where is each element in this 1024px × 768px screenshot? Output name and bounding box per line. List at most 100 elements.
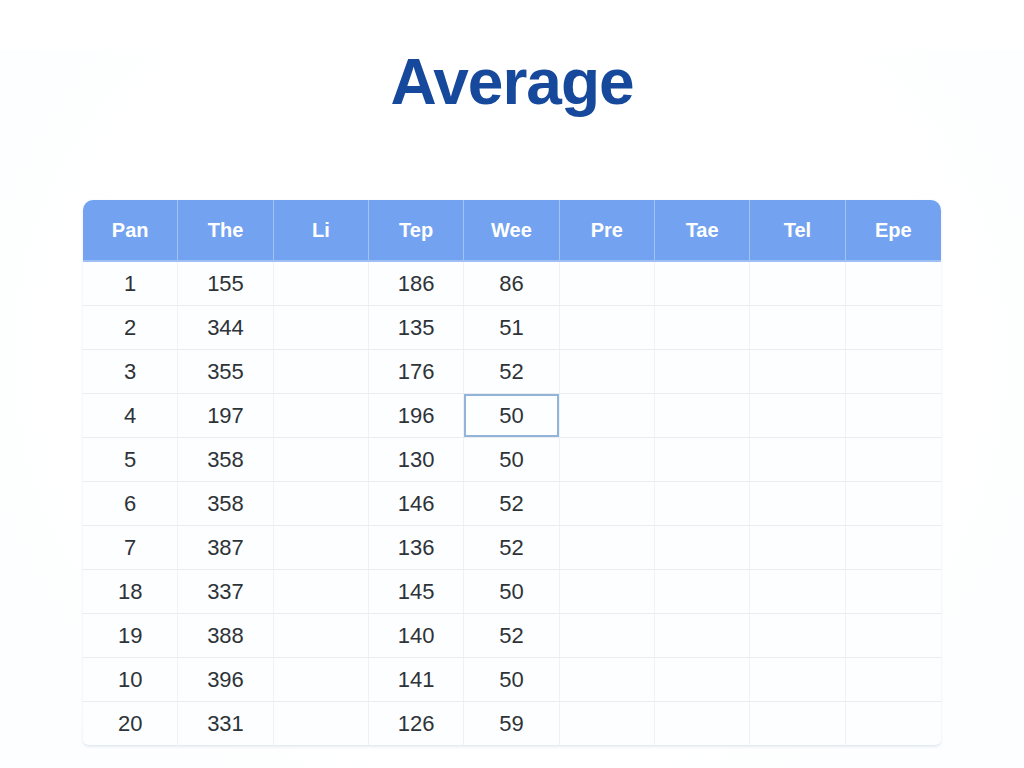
table-cell[interactable] — [846, 306, 941, 350]
table-cell[interactable]: 5 — [83, 438, 178, 482]
table-cell[interactable] — [846, 438, 941, 482]
table-cell[interactable]: 86 — [464, 262, 559, 306]
table-cell[interactable] — [750, 262, 845, 306]
table-cell[interactable]: 155 — [178, 262, 273, 306]
table-cell[interactable] — [560, 394, 655, 438]
table-cell[interactable] — [560, 702, 655, 746]
column-header-epe[interactable]: Epe — [846, 200, 941, 262]
table-cell[interactable] — [750, 482, 845, 526]
table-cell[interactable]: 52 — [464, 526, 559, 570]
table-cell[interactable] — [560, 306, 655, 350]
table-cell[interactable]: 176 — [369, 350, 464, 394]
table-cell[interactable]: 388 — [178, 614, 273, 658]
table-cell[interactable] — [750, 438, 845, 482]
table-cell[interactable] — [655, 394, 750, 438]
table-cell[interactable]: 135 — [369, 306, 464, 350]
table-cell[interactable] — [655, 438, 750, 482]
table-cell[interactable] — [274, 570, 369, 614]
table-cell[interactable]: 52 — [464, 350, 559, 394]
column-header-pre[interactable]: Pre — [560, 200, 655, 262]
table-cell[interactable] — [846, 482, 941, 526]
table-cell[interactable] — [274, 306, 369, 350]
table-cell[interactable] — [274, 614, 369, 658]
table-cell[interactable] — [846, 570, 941, 614]
table-cell[interactable] — [560, 570, 655, 614]
table-cell[interactable] — [846, 262, 941, 306]
table-cell[interactable]: 344 — [178, 306, 273, 350]
table-cell[interactable]: 20 — [83, 702, 178, 746]
table-cell[interactable]: 51 — [464, 306, 559, 350]
table-cell[interactable] — [846, 658, 941, 702]
table-cell[interactable] — [274, 262, 369, 306]
table-cell[interactable] — [655, 262, 750, 306]
table-cell[interactable] — [274, 394, 369, 438]
table-cell[interactable] — [560, 350, 655, 394]
table-cell[interactable]: 358 — [178, 482, 273, 526]
table-cell[interactable] — [750, 306, 845, 350]
table-cell[interactable] — [846, 350, 941, 394]
table-cell[interactable] — [750, 570, 845, 614]
table-cell[interactable]: 52 — [464, 482, 559, 526]
table-cell[interactable]: 145 — [369, 570, 464, 614]
table-cell[interactable]: 4 — [83, 394, 178, 438]
table-cell[interactable] — [560, 262, 655, 306]
table-cell[interactable]: 387 — [178, 526, 273, 570]
table-cell[interactable]: 50 — [464, 570, 559, 614]
table-cell[interactable]: 6 — [83, 482, 178, 526]
table-cell[interactable] — [655, 526, 750, 570]
table-cell[interactable] — [655, 482, 750, 526]
column-header-wee[interactable]: Wee — [464, 200, 559, 262]
table-cell[interactable]: 52 — [464, 614, 559, 658]
table-cell[interactable] — [655, 702, 750, 746]
table-cell[interactable] — [846, 394, 941, 438]
table-cell[interactable]: 331 — [178, 702, 273, 746]
table-cell[interactable] — [274, 658, 369, 702]
table-cell[interactable]: 141 — [369, 658, 464, 702]
table-cell[interactable] — [750, 658, 845, 702]
table-cell[interactable] — [560, 526, 655, 570]
table-cell[interactable]: 10 — [83, 658, 178, 702]
table-cell[interactable]: 196 — [369, 394, 464, 438]
table-cell[interactable]: 19 — [83, 614, 178, 658]
table-cell[interactable]: 50 — [464, 658, 559, 702]
table-cell[interactable]: 50 — [464, 438, 559, 482]
table-cell[interactable]: 197 — [178, 394, 273, 438]
table-cell[interactable]: 396 — [178, 658, 273, 702]
table-cell[interactable] — [560, 438, 655, 482]
table-cell[interactable]: 130 — [369, 438, 464, 482]
column-header-pan[interactable]: Pan — [83, 200, 178, 262]
column-header-tep[interactable]: Tep — [369, 200, 464, 262]
table-cell[interactable] — [750, 526, 845, 570]
table-cell[interactable]: 18 — [83, 570, 178, 614]
table-cell[interactable]: 358 — [178, 438, 273, 482]
table-cell[interactable] — [274, 350, 369, 394]
table-cell[interactable] — [274, 438, 369, 482]
table-cell[interactable] — [560, 482, 655, 526]
table-cell[interactable] — [274, 526, 369, 570]
table-cell[interactable] — [750, 394, 845, 438]
table-cell[interactable]: 3 — [83, 350, 178, 394]
table-cell[interactable] — [655, 570, 750, 614]
table-cell[interactable] — [560, 658, 655, 702]
table-cell[interactable] — [655, 306, 750, 350]
table-cell[interactable]: 136 — [369, 526, 464, 570]
table-cell[interactable]: 7 — [83, 526, 178, 570]
selected-cell[interactable]: 50 — [464, 394, 559, 438]
table-cell[interactable]: 186 — [369, 262, 464, 306]
table-cell[interactable]: 337 — [178, 570, 273, 614]
table-cell[interactable] — [846, 526, 941, 570]
column-header-li[interactable]: Li — [274, 200, 369, 262]
table-cell[interactable] — [750, 614, 845, 658]
table-cell[interactable] — [560, 614, 655, 658]
table-cell[interactable] — [655, 350, 750, 394]
column-header-tae[interactable]: Tae — [655, 200, 750, 262]
table-cell[interactable]: 146 — [369, 482, 464, 526]
table-cell[interactable]: 2 — [83, 306, 178, 350]
table-cell[interactable] — [846, 702, 941, 746]
column-header-the[interactable]: The — [178, 200, 273, 262]
column-header-tel[interactable]: Tel — [750, 200, 845, 262]
table-cell[interactable] — [750, 350, 845, 394]
table-cell[interactable] — [274, 702, 369, 746]
table-cell[interactable] — [846, 614, 941, 658]
table-cell[interactable] — [750, 702, 845, 746]
